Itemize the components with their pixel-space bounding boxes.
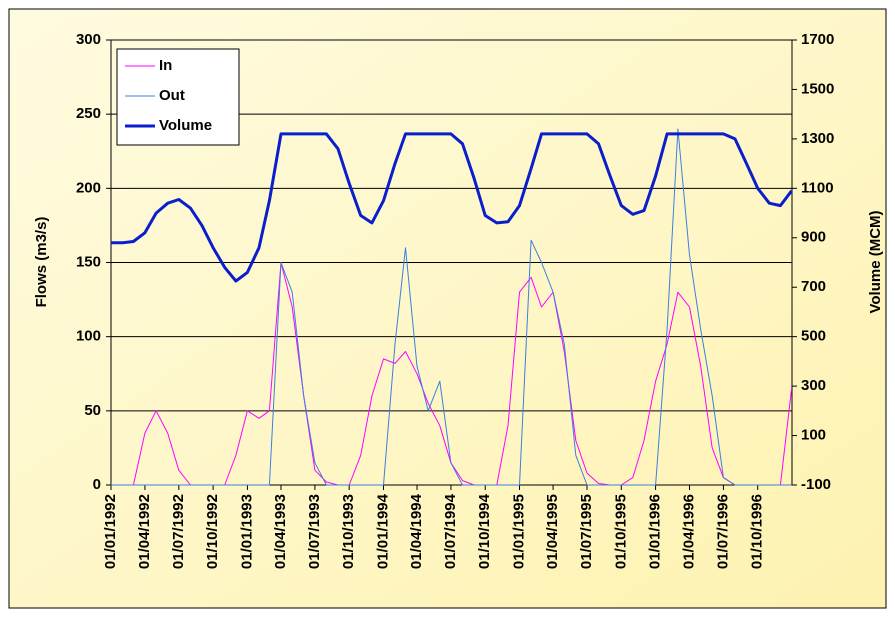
y2-tick-label: 100	[801, 427, 826, 444]
legend-label: Volume	[159, 117, 212, 134]
y2-tick-label: -100	[801, 476, 831, 493]
y2-axis-title: Volume (MCM)	[867, 210, 884, 313]
x-tick-label: 01/04/1995	[544, 494, 561, 569]
y2-tick-label: 500	[801, 328, 826, 345]
x-tick-label: 01/04/1992	[136, 494, 153, 569]
series-line	[111, 128, 792, 486]
y-tick-label: 300	[76, 31, 101, 48]
y-tick-label: 150	[76, 253, 101, 270]
y2-tick-label: 1300	[801, 130, 834, 147]
y-tick-label: 0	[93, 476, 101, 493]
x-tick-label: 01/07/1994	[442, 493, 459, 569]
y2-tick-label: 1500	[801, 80, 834, 97]
x-tick-label: 01/01/1996	[647, 494, 664, 569]
legend-label: Out	[159, 87, 185, 104]
y-tick-label: 100	[76, 328, 101, 345]
x-tick-label: 01/10/1992	[204, 494, 221, 569]
y2-tick-label: 1100	[801, 179, 834, 196]
series-line	[111, 132, 793, 283]
x-tick-label: 01/07/1996	[714, 494, 731, 569]
y-axis-title: Flows (m3/s)	[33, 217, 50, 308]
legend-box	[116, 48, 240, 146]
y2-tick-label: 900	[801, 229, 826, 246]
x-tick-label: 01/01/1993	[238, 494, 255, 569]
legend-label: In	[159, 57, 172, 74]
x-tick-label: 01/04/1996	[680, 494, 697, 569]
x-tick-label: 01/10/1995	[612, 494, 629, 569]
y2-tick-label: 300	[801, 377, 826, 394]
y-tick-label: 250	[76, 105, 101, 122]
x-tick-label: 01/10/1996	[749, 494, 766, 569]
y-tick-label: 200	[76, 179, 101, 196]
y2-tick-label: 700	[801, 278, 826, 295]
x-tick-label: 01/10/1994	[476, 493, 493, 569]
y-tick-label: 50	[84, 402, 101, 419]
x-tick-label: 01/01/1992	[102, 494, 119, 569]
x-tick-label: 01/04/1993	[272, 494, 289, 569]
x-tick-label: 01/01/1995	[510, 494, 527, 569]
x-tick-label: 01/07/1993	[306, 494, 323, 569]
x-tick-label: 01/07/1995	[578, 494, 595, 569]
y2-tick-label: 1700	[801, 31, 834, 48]
x-tick-label: 01/04/1994	[408, 493, 425, 569]
x-tick-label: 01/01/1994	[374, 493, 391, 569]
x-tick-label: 01/10/1993	[340, 494, 357, 569]
x-tick-label: 01/07/1992	[170, 494, 187, 569]
